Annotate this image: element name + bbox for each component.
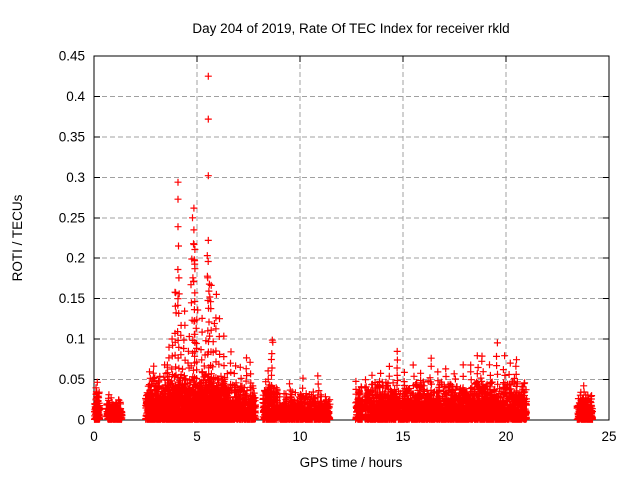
tick-labels: 0 0.05 0.1 0.15 0.2 0.25 0.3 0.35 0.4 0.45 0 5 10 15 2… <box>59 49 617 445</box>
y-tick-label: 0.35 <box>59 129 85 144</box>
y-tick-label: 0.1 <box>66 332 85 347</box>
x-tick-label: 0 <box>90 429 98 444</box>
axes <box>93 55 610 421</box>
y-axis-label: ROTI / TECUs <box>10 194 25 281</box>
x-tick-label: 10 <box>292 429 307 444</box>
x-axis-label: GPS time / hours <box>300 455 403 470</box>
grid-lines <box>94 56 609 420</box>
y-tick-label: 0.15 <box>59 291 85 306</box>
y-tick-label: 0.2 <box>66 251 85 266</box>
chart-title: Day 204 of 2019, Rate Of TEC Index for r… <box>192 21 509 36</box>
x-tick-label: 15 <box>395 429 410 444</box>
y-tick-label: 0 <box>77 413 85 428</box>
y-tick-label: 0.05 <box>59 372 85 387</box>
x-tick-label: 25 <box>601 429 616 444</box>
y-tick-label: 0.45 <box>59 49 85 64</box>
plot-border <box>93 55 610 421</box>
y-tick-label: 0.4 <box>66 89 85 104</box>
x-tick-label: 20 <box>498 429 513 444</box>
y-tick-label: 0.25 <box>59 210 85 225</box>
data-points-layer <box>91 72 596 423</box>
y-tick-label: 0.3 <box>66 170 85 185</box>
x-tick-label: 5 <box>193 429 201 444</box>
scatter-points <box>91 72 596 423</box>
